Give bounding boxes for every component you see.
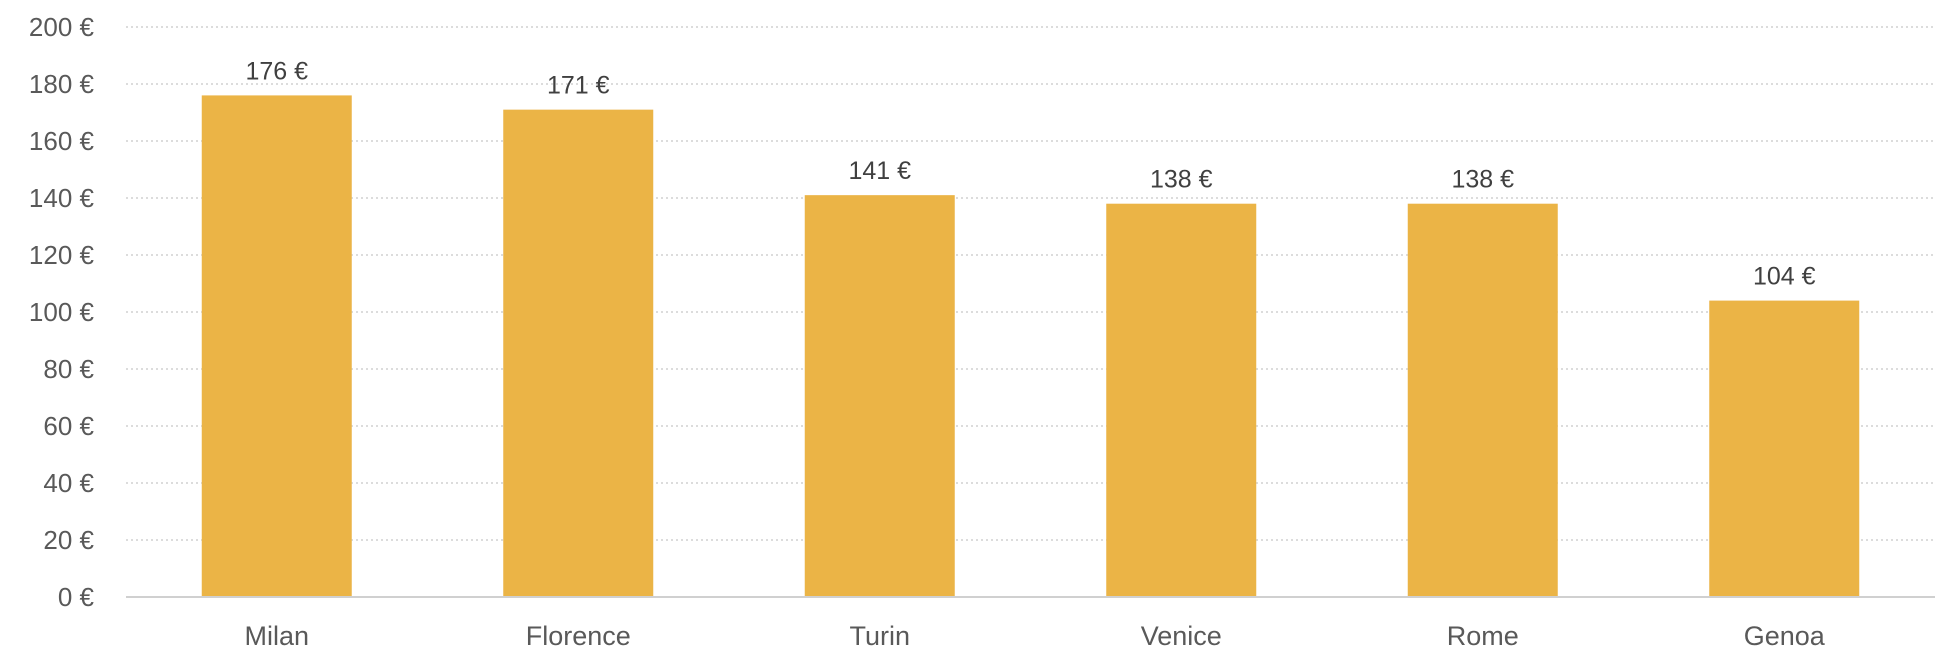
category-label: Rome	[1447, 621, 1519, 651]
y-tick-label: 180 €	[29, 69, 95, 99]
bars	[201, 95, 1860, 598]
y-tick-label: 160 €	[29, 126, 95, 156]
data-label: 176 €	[245, 57, 308, 85]
bar-venice	[1106, 203, 1257, 597]
bar-turin	[804, 195, 955, 597]
bar-florence	[503, 109, 654, 598]
category-label: Turin	[849, 621, 910, 651]
y-tick-label: 100 €	[29, 297, 95, 327]
y-tick-label: 20 €	[43, 525, 94, 555]
data-labels: 176 € 171 € 141 € 138 € 138 € 104 €	[245, 57, 1815, 290]
y-tick-label: 80 €	[43, 354, 94, 384]
data-label: 141 €	[848, 157, 911, 185]
data-label: 138 €	[1451, 166, 1514, 194]
gridlines	[126, 26, 1935, 541]
y-tick-label: 200 €	[29, 12, 95, 42]
y-tick-label: 60 €	[43, 411, 94, 441]
bar-milan	[201, 95, 352, 598]
category-label: Milan	[244, 621, 309, 651]
bar-genoa	[1709, 300, 1860, 597]
x-axis-category-labels: Milan Florence Turin Venice Rome Genoa	[244, 621, 1825, 651]
y-tick-label: 0 €	[58, 582, 95, 612]
data-label: 138 €	[1150, 166, 1213, 194]
data-label: 171 €	[547, 72, 610, 100]
y-tick-label: 140 €	[29, 183, 95, 213]
y-tick-label: 120 €	[29, 240, 95, 270]
bar-rome	[1407, 203, 1558, 597]
data-label: 104 €	[1753, 263, 1816, 291]
category-label: Genoa	[1744, 621, 1826, 651]
y-tick-label: 40 €	[43, 468, 94, 498]
category-label: Venice	[1141, 621, 1222, 651]
category-label: Florence	[526, 621, 631, 651]
y-axis-tick-labels: 0 € 20 € 40 € 60 € 80 € 100 € 120 € 140 € 160 € 1…	[29, 12, 95, 612]
